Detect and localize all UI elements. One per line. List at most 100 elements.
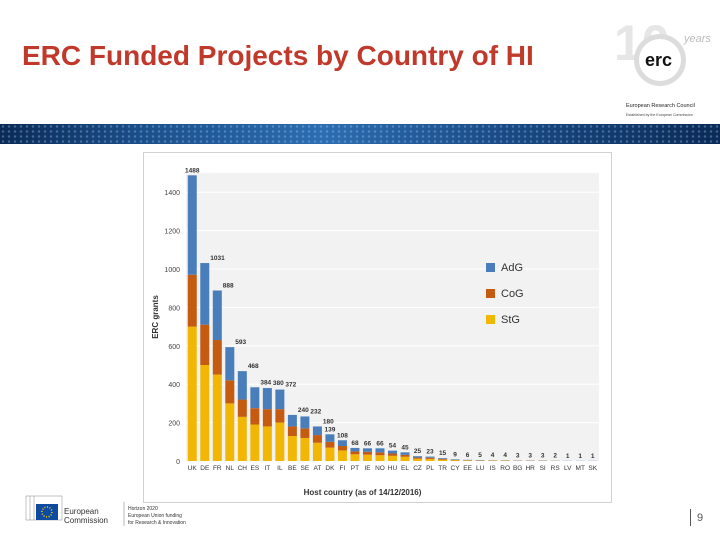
bar-total-label: 15	[439, 450, 447, 457]
bar-segment-cog	[337, 446, 347, 451]
bar-segment-cog	[400, 454, 410, 457]
x-tick-label: BG	[513, 465, 522, 472]
x-tick-label: DE	[200, 465, 210, 472]
x-tick-label: CH	[238, 465, 248, 472]
logo-sub: Established by the European Commission	[626, 113, 693, 117]
h2020-line1: Horizon 2020	[128, 506, 158, 512]
bar-segment-cog	[300, 428, 310, 438]
x-tick-label: IT	[264, 465, 270, 472]
x-tick-label: MT	[576, 465, 585, 472]
bar-segment-adg	[237, 371, 247, 400]
bar-total-label: 4	[491, 452, 495, 459]
erc-grants-chart: 0 200 400 600 800 1000 1200 1400 1488 UK 1031 DE 888…	[151, 167, 599, 497]
bar-segment-cog	[425, 457, 435, 459]
bar-segment-stg	[463, 460, 473, 461]
bar-segment-adg	[413, 456, 423, 458]
bar-segment-cog	[287, 426, 297, 437]
bar-segment-adg	[350, 447, 360, 452]
y-tick-label: 600	[168, 344, 180, 351]
bar-segment-adg	[275, 389, 285, 410]
bar-total-label: 3	[528, 452, 532, 459]
y-axis-title: ERC grants	[151, 295, 160, 339]
x-tick-label: BE	[288, 465, 297, 472]
x-tick-label: IE	[364, 465, 371, 472]
legend-label-cog: CoG	[501, 288, 524, 300]
bar-segment-cog	[387, 453, 398, 456]
bar-segment-adg	[337, 440, 347, 447]
bar-segment-adg	[187, 175, 197, 275]
bar-segment-stg	[387, 455, 398, 461]
erc-logo: 10 erc years European Research Council E…	[614, 15, 711, 117]
x-tick-label: PT	[351, 465, 359, 472]
bar-segment-cog	[200, 324, 210, 365]
bar-total-label: 1	[578, 453, 582, 460]
x-tick-label: NL	[226, 465, 235, 472]
chart-frame: 0 200 400 600 800 1000 1200 1400 1488 UK 1031 DE 888…	[143, 152, 612, 503]
bar-segment-stg	[287, 436, 297, 461]
x-tick-label: ES	[250, 465, 259, 472]
bar-segment-cog	[225, 380, 235, 404]
bar-segment-adg	[300, 416, 310, 429]
bar-total-label: 4	[503, 452, 507, 459]
bar-segment-stg	[300, 437, 310, 461]
x-tick-label: PL	[426, 465, 434, 472]
bar-total-label: 593	[235, 339, 246, 346]
x-tick-label: CY	[451, 465, 461, 472]
x-tick-label: SI	[540, 465, 546, 472]
bar-total-label: 180	[323, 418, 334, 425]
bar-segment-stg	[337, 450, 347, 461]
bar-total-label: 66	[376, 440, 384, 447]
logo-org-name: European Research Council	[626, 103, 695, 109]
x-tick-label: HR	[525, 465, 535, 472]
bar-segment-adg	[262, 388, 272, 410]
bar-total-label: 66	[364, 440, 372, 447]
bar-total-label: 372	[285, 382, 296, 389]
bar-segment-adg	[225, 347, 235, 381]
bar-total-label: 23	[426, 449, 434, 456]
bar-segment-adg	[212, 290, 222, 341]
legend-label-adg: AdG	[501, 262, 523, 274]
bar-total-label: 3	[516, 452, 520, 459]
bar-segment-stg	[350, 454, 360, 461]
bar-total-label: 9	[453, 451, 457, 458]
slide-title: ERC Funded Projects by Country of HI	[22, 40, 534, 71]
bar-segment-stg	[187, 326, 197, 461]
bar-segment-stg	[375, 455, 385, 461]
y-tick-label: 400	[168, 382, 180, 389]
bar-segment-stg	[425, 458, 435, 461]
y-tick-label: 1400	[164, 190, 180, 197]
bar-segment-stg	[262, 426, 272, 461]
h2020-line2: European Union funding	[128, 513, 182, 519]
bar-segment-stg	[362, 454, 372, 461]
x-tick-label: NO	[375, 465, 385, 472]
bar-total-label: 1488	[185, 167, 200, 174]
bar-segment-adg	[450, 459, 460, 460]
bar-segment-cog	[413, 457, 423, 459]
bar-total-label: 468	[248, 363, 259, 370]
header-banner-texture	[0, 124, 720, 144]
x-tick-label: HU	[388, 465, 398, 472]
y-tick-label: 0	[176, 459, 180, 466]
bar-segment-stg	[413, 458, 423, 461]
x-tick-label: TR	[438, 465, 447, 472]
bar-segment-cog	[350, 451, 360, 455]
x-tick-label: CZ	[413, 465, 422, 472]
bar-total-label: 888	[223, 283, 234, 290]
bar-segment-stg	[400, 456, 410, 461]
x-tick-label: RO	[500, 465, 510, 472]
y-tick-label: 1200	[164, 229, 180, 236]
legend-swatch-cog	[486, 289, 495, 298]
header-banner	[0, 124, 720, 144]
x-tick-label: UK	[188, 465, 198, 472]
footer-logos: European Commission Horizon 2020 Europea…	[25, 495, 186, 526]
bar-total-label: 240	[298, 407, 309, 414]
x-tick-label: RS	[551, 465, 561, 472]
bar-total-label: 384	[260, 379, 271, 386]
x-tick-label: DK	[325, 465, 335, 472]
bar-segment-adg	[362, 448, 372, 452]
plot-area	[186, 173, 599, 461]
bar-total-label: 380	[273, 380, 284, 387]
bar-segment-adg	[400, 452, 410, 455]
x-tick-label: AT	[313, 465, 321, 472]
bar-total-label: 54	[389, 443, 397, 450]
